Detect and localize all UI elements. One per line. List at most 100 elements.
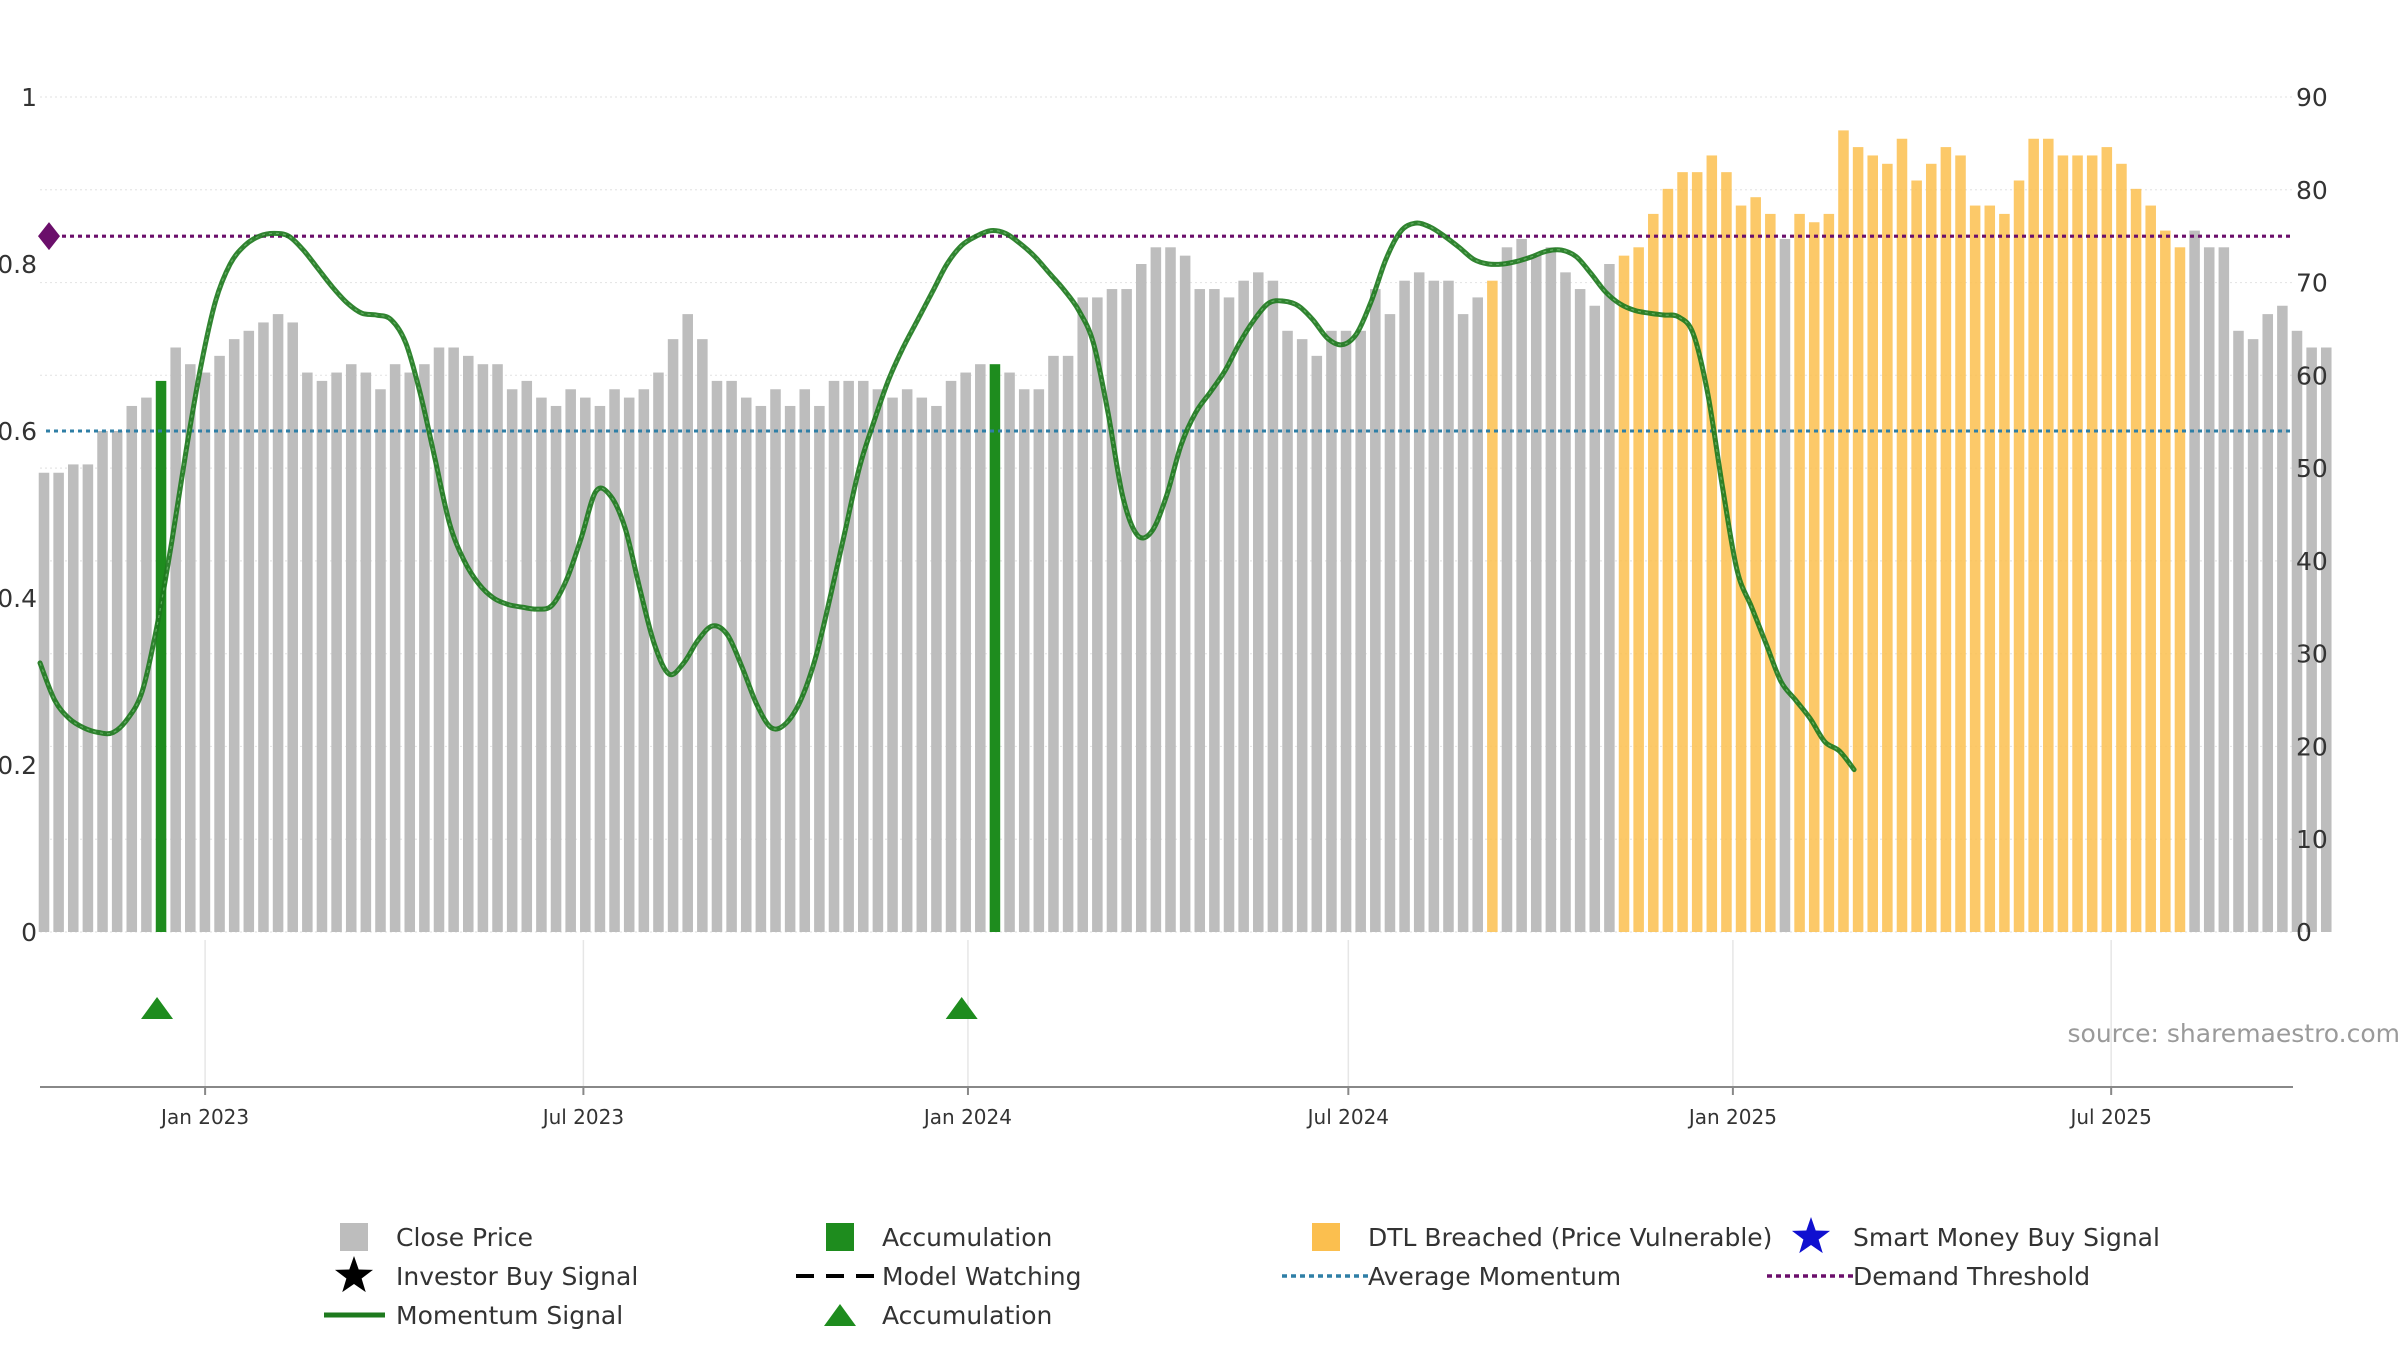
accumulation-bar [155, 380, 167, 932]
close-price-bar [1033, 389, 1045, 932]
dtl-breached-bar [2028, 138, 2039, 932]
dtl-breached-bar [2086, 155, 2098, 932]
close-price-bar [2218, 247, 2230, 933]
dtl-breached-bar [1794, 213, 1805, 932]
close-price-bar [2233, 330, 2244, 932]
close-price-bar [623, 397, 635, 933]
close-price-bar [2262, 314, 2274, 933]
close-price-bar [1589, 305, 1601, 932]
close-price-bar [331, 372, 342, 932]
right-axis-tick: 70 [2296, 269, 2328, 298]
close-price-bar [565, 389, 576, 932]
dtl-breached-bar [1852, 147, 1864, 933]
close-price-bar [1311, 355, 1323, 933]
legend-label: Momentum Signal [396, 1301, 623, 1330]
dtl-breached-bar [1984, 205, 1996, 933]
close-price-bar [287, 322, 298, 932]
close-price-bar [784, 405, 796, 932]
dtl-breached-bar [2116, 163, 2127, 933]
dtl-breached-bar [1765, 213, 1776, 932]
close-price-bar [97, 431, 108, 932]
right-axis-tick: 10 [2296, 825, 2328, 854]
dtl-breached-bar [1721, 172, 1732, 932]
close-price-bar [755, 405, 767, 932]
close-price-bar [945, 380, 957, 932]
close-price-bar [1472, 297, 1483, 932]
dtl-breached-bar [1955, 155, 1966, 932]
left-axis-tick: 0.8 [0, 250, 37, 279]
dtl-breached-bar [1618, 255, 1630, 932]
legend-item: Average Momentum [1282, 1262, 1621, 1291]
close-price-bar [1370, 289, 1381, 932]
legend-item: Accumulation [824, 1301, 1052, 1330]
close-price-bar [901, 389, 913, 932]
close-price-bar [214, 355, 225, 933]
close-price-bar [609, 389, 620, 932]
right-axis-tick: 80 [2296, 176, 2328, 205]
dtl-breached-bar [2130, 188, 2142, 933]
close-price-bar [711, 380, 723, 932]
close-price-bar [506, 389, 518, 932]
close-price-bar [111, 431, 123, 932]
dtl-breached-bar [1662, 188, 1674, 933]
close-price-bar [1135, 264, 1147, 932]
dtl-breached-bar [1999, 213, 2010, 932]
legend-label: Close Price [396, 1223, 533, 1252]
legend-label: Smart Money Buy Signal [1853, 1223, 2160, 1252]
dtl-breached-bar [2101, 147, 2113, 933]
close-price-bar [492, 364, 503, 932]
close-price-bar [872, 389, 884, 932]
close-price-bar [1443, 280, 1454, 932]
close-price-bar [1413, 272, 1425, 933]
close-price-bar [1223, 297, 1235, 932]
close-price-bar [126, 405, 138, 932]
legend-label: Investor Buy Signal [396, 1262, 638, 1291]
dtl-breached-bar [1648, 213, 1659, 932]
close-price-bar [1574, 289, 1586, 932]
close-price-bar [375, 389, 386, 932]
close-price-bar [477, 364, 489, 932]
dtl-breached-bar [2072, 155, 2083, 932]
close-price-bar [433, 347, 445, 932]
close-price-bar [67, 464, 79, 932]
close-price-bar [1194, 289, 1206, 932]
right-axis-tick: 20 [2296, 732, 2328, 761]
close-price-bar [682, 314, 693, 933]
close-price-bar [2203, 247, 2215, 933]
right-axis-tick: 60 [2296, 361, 2328, 390]
close-price-bar [1428, 280, 1440, 932]
legend-item: Close Price [340, 1223, 533, 1252]
dtl-breached-bar [2174, 247, 2186, 933]
close-price-bar [1399, 280, 1410, 932]
close-price-bar [1004, 372, 1015, 932]
close-price-bar [462, 355, 474, 933]
legend-label: Accumulation [882, 1223, 1052, 1252]
close-price-bar [1326, 330, 1337, 932]
legend-item: Demand Threshold [1767, 1262, 2090, 1291]
close-price-bar [843, 380, 854, 932]
close-price-bar [389, 364, 401, 932]
legend-item: Model Watching [796, 1262, 1082, 1291]
marker-layer [141, 997, 978, 1019]
close-price-bar [536, 397, 547, 933]
close-price-bar [2277, 305, 2288, 932]
dtl-breached-bar [1706, 155, 1718, 932]
right-axis-tick: 90 [2296, 83, 2328, 112]
close-price-bar [638, 389, 650, 932]
dtl-breached-bar [1750, 197, 1761, 932]
close-price-bar [1048, 355, 1059, 933]
close-price-bar [1150, 247, 1162, 933]
legend-swatch-triangle [824, 1304, 856, 1326]
close-price-bar [272, 314, 284, 933]
close-price-bar [1340, 330, 1352, 932]
close-price-bar [2306, 347, 2317, 932]
right-axis-tick: 50 [2296, 454, 2328, 483]
close-price-bar [1560, 272, 1571, 933]
close-price-bar [799, 389, 811, 932]
close-price-bar [1516, 238, 1527, 932]
close-price-bar [887, 397, 898, 933]
close-price-bar [419, 364, 430, 932]
close-price-bar [2247, 339, 2259, 932]
